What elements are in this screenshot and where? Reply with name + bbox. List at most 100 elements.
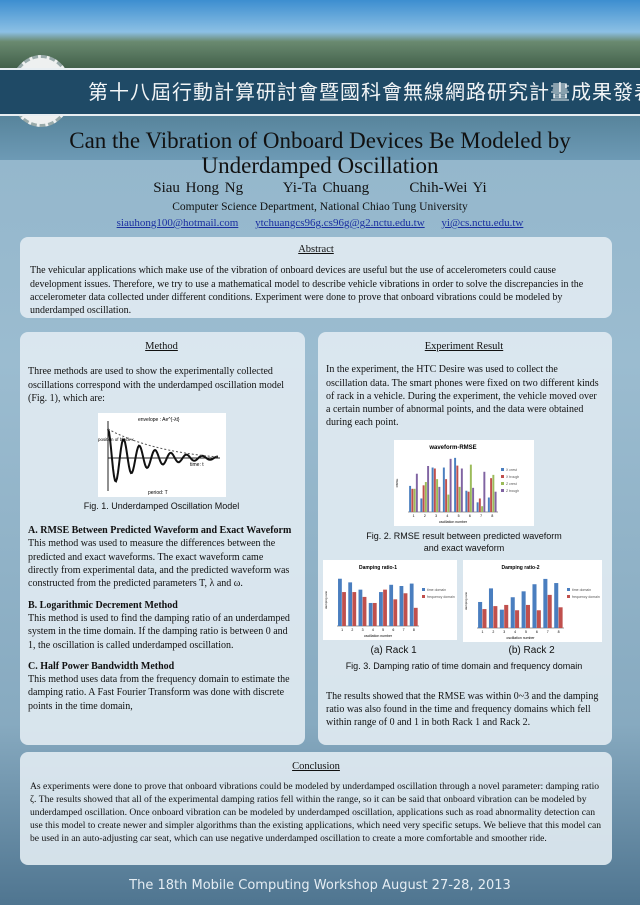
x-tick-label: 4 <box>514 630 516 634</box>
bar <box>478 498 481 512</box>
footer: The 18th Mobile Computing Workshop Augus… <box>129 878 511 893</box>
envelope-curve <box>107 428 218 458</box>
damping-ratio-1-chart: Damping ratio-1 damping ratio oscillation … <box>323 559 457 640</box>
section-b-text: This method is used to find the damping … <box>28 612 290 651</box>
bar <box>454 457 457 512</box>
chart-title: waveform-RMSE <box>428 445 476 451</box>
fig3b-label: (b) Rack 2 <box>508 644 555 656</box>
oscillation-curve <box>106 428 218 484</box>
legend-swatch <box>501 481 504 485</box>
bar <box>467 491 470 512</box>
x-tick-label: 4 <box>446 514 448 518</box>
x-tick-label: 3 <box>362 628 364 632</box>
x-tick-label: 1 <box>341 628 343 632</box>
bar <box>488 588 494 628</box>
y-label: position of block x <box>98 437 135 442</box>
bar <box>411 488 414 512</box>
abstract-section: Abstract The vehicular applications whic… <box>20 237 612 318</box>
bar <box>409 485 412 512</box>
x-axis-label: oscillation number <box>506 636 535 640</box>
legend-swatch <box>567 587 570 591</box>
bar <box>499 609 504 628</box>
y-axis-label: damping ratio <box>324 590 328 609</box>
x-tick-label: 4 <box>372 628 374 632</box>
bar <box>389 584 394 626</box>
bar <box>413 607 418 626</box>
bar <box>431 467 434 512</box>
email-link[interactable]: ytchuangcs96g.cs96g@g2.nctu.edu.tw <box>255 217 425 229</box>
legend-swatch <box>501 488 504 492</box>
bar <box>543 578 548 628</box>
chart-svg: Damping ratio-2 damping ratio oscillation … <box>464 565 600 640</box>
period-label: period: T <box>148 490 168 496</box>
bar <box>449 458 452 512</box>
chart-svg: waveform-RMSE RMSE oscillation number 1 2 3 4 5… <box>395 445 519 524</box>
abstract-heading: Abstract <box>298 244 334 255</box>
experiment-heading: Experiment Result <box>424 341 504 352</box>
email-link[interactable]: yi@cs.nctu.edu.tw <box>441 217 524 229</box>
damping-ratio-2-chart: Damping ratio-2 damping ratio oscillation … <box>463 559 602 642</box>
author: Yi-Ta Chuang <box>282 180 370 196</box>
email-link[interactable]: siauhong100@hotmail.com <box>116 217 239 229</box>
legend-label: Z trough <box>506 489 519 493</box>
bar <box>368 602 373 626</box>
x-tick-label: 8 <box>491 514 493 518</box>
author: Chih-Wei Yi <box>409 180 487 196</box>
title-block: Can the Vibration of Onboard Devices Be … <box>0 128 640 230</box>
bar <box>342 591 346 626</box>
x-tick-label: 5 <box>458 514 460 518</box>
legend-label: X trough <box>506 475 519 479</box>
bar <box>504 604 509 628</box>
bar <box>436 478 439 512</box>
bar <box>413 488 416 512</box>
bar <box>481 505 484 512</box>
legend-label: Z crest <box>506 482 517 486</box>
header-banner: 第十八屆行動計算研討會暨國科會無線網路研究計畫成果發表會 <box>0 68 640 116</box>
bar <box>379 591 383 626</box>
x-tick-label: 2 <box>351 628 353 632</box>
fig2-caption: Fig. 2. RMSE result between predicted wa… <box>366 530 562 553</box>
abstract-text: The vehicular applications which make us… <box>30 265 584 317</box>
bar <box>403 593 408 626</box>
legend-label: time domain <box>427 588 446 592</box>
bar <box>358 589 363 626</box>
x-tick-label: 6 <box>469 514 471 518</box>
section-a-title: A. RMSE Between Predicted Waveform and E… <box>28 525 292 537</box>
bar <box>433 468 436 512</box>
legend-label: frequency domain <box>427 595 455 599</box>
section-c-title: C. Half Power Bandwidth Method <box>28 660 175 672</box>
chart-svg: Damping ratio-1 damping ratio oscillation … <box>324 565 455 638</box>
fig1-diagram: envelope : Ae^{-λt} position of block x … <box>97 413 226 498</box>
section-c-text: This method uses data from the frequency… <box>28 674 290 712</box>
method-section: Method Three methods are used to show th… <box>20 332 305 745</box>
x-tick-label: 6 <box>392 628 394 632</box>
bar <box>482 608 487 628</box>
bar <box>547 594 552 628</box>
bar <box>532 584 537 628</box>
fig3-caption: Fig. 3. Damping ratio of time domain and… <box>345 660 583 671</box>
x-tick-label: 8 <box>413 628 415 632</box>
x-tick-label: 3 <box>503 630 505 634</box>
bar <box>558 607 563 628</box>
bar <box>472 487 475 512</box>
bar <box>447 494 450 512</box>
experiment-result: The results showed that the RMSE was wit… <box>326 690 599 729</box>
bar <box>458 486 461 512</box>
legend-swatch <box>567 594 570 598</box>
bar <box>409 583 414 626</box>
authors: Siau Hong Ng Yi-Ta Chuang Chih-Wei Yi <box>0 179 640 197</box>
bar <box>420 498 423 512</box>
x-label: time: t <box>190 462 204 468</box>
method-heading: Method <box>145 341 178 352</box>
emails: siauhong100@hotmail.com ytchuangcs96g.cs… <box>0 216 640 230</box>
bar <box>476 502 479 512</box>
x-tick-label: 7 <box>480 514 482 518</box>
bar <box>424 481 427 512</box>
bar <box>490 477 493 512</box>
legend-swatch <box>422 587 425 591</box>
x-tick-label: 6 <box>536 630 538 634</box>
legend-label: X crest <box>506 468 517 472</box>
legend-label: frequency domain <box>572 595 600 599</box>
x-tick-label: 5 <box>525 630 527 634</box>
bar <box>521 591 526 628</box>
